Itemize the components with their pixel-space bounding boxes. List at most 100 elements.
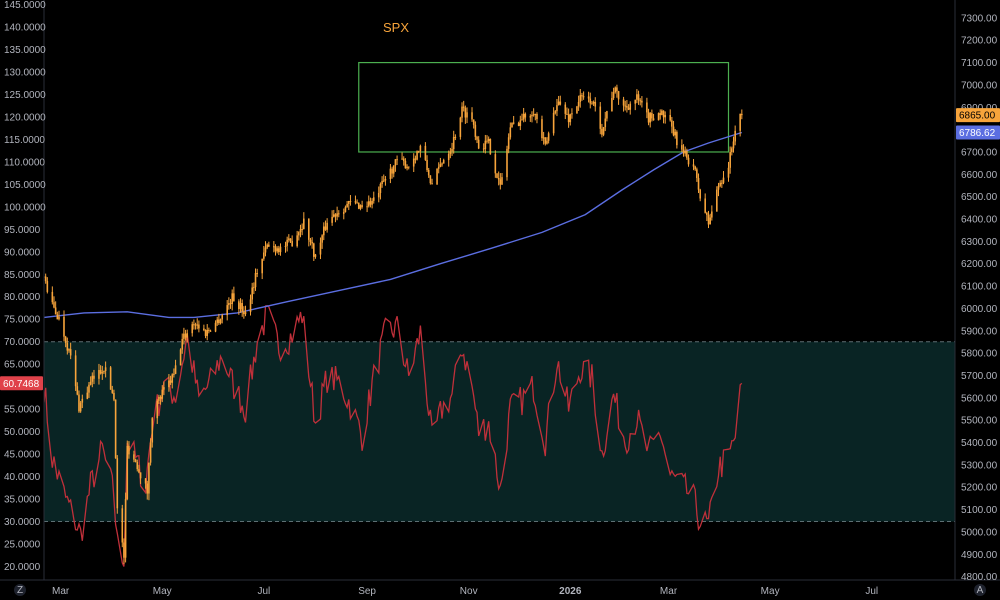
price-candle-body <box>719 182 721 186</box>
price-candle <box>149 438 152 466</box>
price-candle <box>731 146 733 156</box>
price-candle <box>104 361 107 378</box>
price-candle <box>111 385 114 394</box>
price-candle-body <box>706 212 708 215</box>
price-candle <box>487 136 490 144</box>
price-candle-body <box>356 202 358 204</box>
price-candle-body <box>191 324 194 334</box>
price-candle-body <box>459 117 462 137</box>
price-candle-body <box>228 303 230 306</box>
price-candle <box>239 298 242 313</box>
price-candle <box>369 197 372 208</box>
price-candle-body <box>671 120 673 127</box>
right-axis-tick-label: 4900.00 <box>961 550 998 561</box>
price-candle-body <box>299 228 302 233</box>
price-candle <box>634 99 637 111</box>
right-axis-background <box>955 0 1000 580</box>
price-candle <box>471 107 473 122</box>
price-candle <box>426 155 428 172</box>
price-candle <box>268 241 270 247</box>
price-candle-body <box>151 418 154 443</box>
price-candle-body <box>577 101 580 107</box>
price-candle-body <box>349 201 352 203</box>
price-candle-body <box>149 442 152 463</box>
price-candle <box>244 305 247 317</box>
zoom-icon[interactable] <box>14 584 26 596</box>
price-candle-body <box>511 122 513 128</box>
price-candle <box>651 109 653 122</box>
price-candle <box>482 143 485 153</box>
price-candle <box>511 122 513 128</box>
price-candle-body <box>731 148 733 153</box>
price-candle <box>144 478 147 489</box>
price-candle <box>251 282 253 305</box>
price-candle <box>617 90 620 105</box>
price-candle <box>273 241 275 253</box>
price-candle <box>128 441 130 459</box>
price-candle-body <box>589 98 592 104</box>
price-candle <box>109 366 112 390</box>
price-candle <box>51 286 54 305</box>
price-candle <box>496 173 498 179</box>
price-candle <box>214 320 217 333</box>
price-candle <box>218 313 220 325</box>
price-candle-body <box>427 170 430 176</box>
price-candle <box>684 146 686 157</box>
price-candle <box>396 155 398 166</box>
price-candle <box>138 464 140 474</box>
price-candle <box>169 375 172 385</box>
price-candle-body <box>331 216 333 223</box>
price-candle-body <box>711 211 713 218</box>
price-candle-body <box>587 96 590 99</box>
price-candle <box>414 155 417 164</box>
left-axis-tick-label: 130.0000 <box>4 67 46 78</box>
price-candle-body <box>139 472 142 479</box>
price-candle-body <box>357 202 360 209</box>
price-candle-body <box>692 164 695 167</box>
price-candle-body <box>163 387 165 390</box>
price-candle <box>647 108 650 126</box>
price-candle <box>567 108 570 128</box>
price-candle-body <box>439 164 442 167</box>
price-candle <box>659 109 662 120</box>
auto-scale-icon[interactable] <box>974 584 986 596</box>
price-candle <box>486 135 488 144</box>
price-candle <box>356 199 358 204</box>
price-candle <box>322 222 325 241</box>
price-candle-body <box>111 389 114 393</box>
price-candle <box>389 164 392 184</box>
price-candle <box>531 111 533 123</box>
price-candle <box>592 100 595 106</box>
price-candle <box>419 144 422 158</box>
price-candle-body <box>161 389 164 399</box>
price-candle-body <box>186 333 189 338</box>
price-candle <box>238 299 240 315</box>
price-candle <box>661 109 663 116</box>
price-candle-body <box>717 185 720 190</box>
chart-title: SPX <box>383 20 409 35</box>
price-candle-body <box>676 131 678 146</box>
price-candle-body <box>126 445 129 500</box>
price-candle <box>91 372 94 388</box>
price-candle <box>546 137 548 145</box>
price-candle-body <box>381 180 383 184</box>
value-labels-layer: 60.7468 6865.00 6786.62 <box>0 108 1000 391</box>
price-candle-body <box>592 101 595 104</box>
price-candle-body <box>406 166 408 169</box>
price-candle-body <box>251 287 253 300</box>
price-candle <box>681 139 683 153</box>
price-candle <box>161 385 164 403</box>
right-axis-tick-label: 5400.00 <box>961 438 998 449</box>
price-candle-body <box>138 469 140 473</box>
price-candle <box>517 121 520 127</box>
price-candle-body <box>74 355 77 387</box>
price-candle-body <box>581 95 583 97</box>
left-axis-tick-label: 45.0000 <box>4 450 41 461</box>
price-candle <box>452 130 455 154</box>
price-candle <box>53 296 55 309</box>
time-axis-tick-label: 2026 <box>559 586 582 597</box>
price-candle <box>461 102 463 123</box>
price-candle-body <box>624 105 627 107</box>
left-axis-tick-label: 135.0000 <box>4 45 46 56</box>
